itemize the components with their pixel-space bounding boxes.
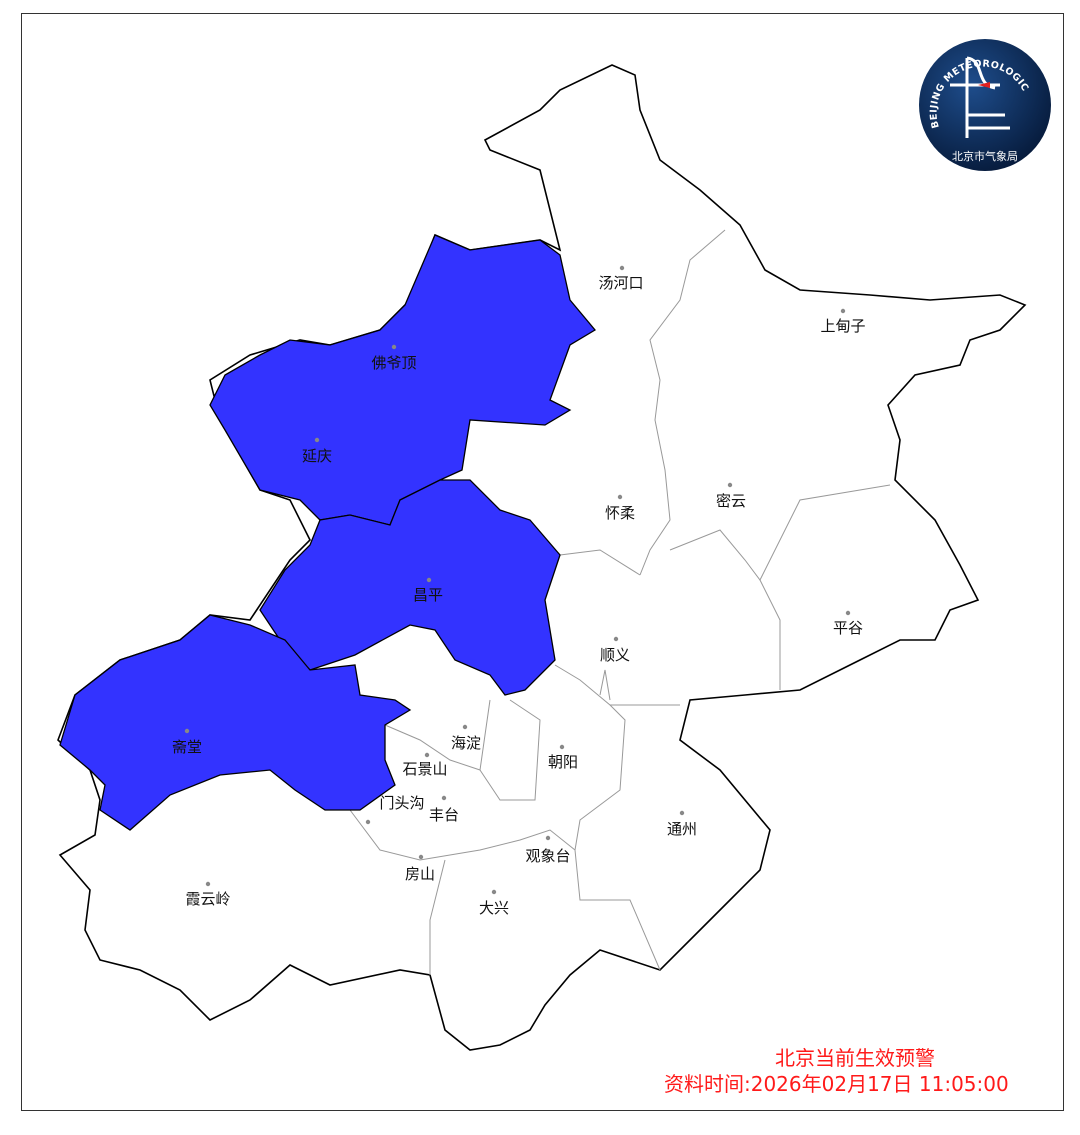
station-dot	[559, 744, 565, 750]
warning-area-changping[interactable]	[259, 479, 561, 696]
station-label: 海淀	[451, 734, 481, 752]
station-dot	[545, 835, 551, 841]
station-label: 密云	[716, 492, 746, 510]
station-label: 通州	[667, 820, 697, 838]
data-time: 资料时间:2026年02月17日 11:05:00	[664, 1072, 1009, 1096]
station-label: 大兴	[479, 899, 509, 917]
station-dot	[617, 494, 623, 500]
station-dot	[424, 752, 430, 758]
station-label: 丰台	[429, 806, 459, 824]
station-dot	[613, 636, 619, 642]
warning-area-zhaitang[interactable]	[59, 614, 412, 831]
station-dot	[391, 344, 397, 350]
station-label: 朝阳	[548, 753, 578, 771]
station-dot	[441, 795, 447, 801]
station-dot	[845, 610, 851, 616]
station-dot	[365, 819, 371, 825]
svg-text:北京市气象局: 北京市气象局	[952, 149, 1018, 163]
station-label: 斋堂	[172, 738, 202, 756]
station-dot	[184, 728, 190, 734]
station-dot	[727, 482, 733, 488]
station-label: 佛爷顶	[371, 354, 416, 372]
station-label: 门头沟	[379, 794, 424, 812]
station-label: 上甸子	[820, 317, 865, 335]
station-dot	[314, 437, 320, 443]
station-label: 观象台	[525, 847, 570, 865]
district-borders	[349, 229, 891, 975]
station-dot	[418, 854, 424, 860]
station-dot	[426, 577, 432, 583]
station-label: 霞云岭	[185, 890, 230, 908]
station-label: 汤河口	[598, 274, 643, 292]
station-dot	[491, 889, 497, 895]
station-label: 平谷	[833, 619, 863, 637]
station-dot	[679, 810, 685, 816]
station-label: 昌平	[413, 586, 443, 604]
station-label: 房山	[405, 865, 435, 883]
station-dot	[205, 881, 211, 887]
station-label: 怀柔	[605, 504, 635, 522]
station-dot	[619, 265, 625, 271]
map-frame	[21, 13, 1064, 1111]
warning-title: 北京当前生效预警	[775, 1046, 935, 1070]
station-label: 延庆	[302, 447, 332, 465]
svg-text:BEIJING METEOROLOGICAL SERVICE: BEIJING METEOROLOGICAL SERVICE	[0, 0, 1031, 129]
warning-areas	[59, 234, 596, 831]
station-dot	[840, 308, 846, 314]
station-label: 顺义	[600, 646, 630, 664]
station-label: 石景山	[402, 760, 447, 778]
station-dot	[462, 724, 468, 730]
